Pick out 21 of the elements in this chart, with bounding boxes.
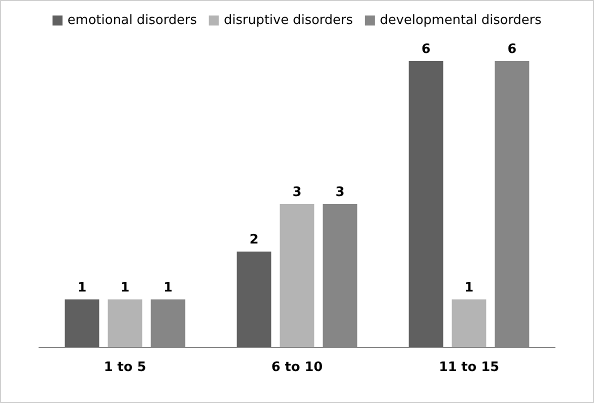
data-label: 3: [335, 185, 345, 200]
x-tick-label: 6 to 10: [271, 360, 323, 375]
data-label: 2: [249, 232, 259, 248]
data-label: 3: [292, 185, 302, 200]
bar: [452, 299, 486, 347]
bar: [64, 299, 100, 347]
bar: [280, 204, 314, 347]
data-label: 1: [163, 280, 173, 296]
bar: [108, 299, 142, 347]
data-label: 1: [120, 280, 130, 296]
data-label: 6: [507, 42, 517, 57]
legend-label: disruptive disorders: [224, 13, 354, 28]
x-tick-label: 11 to 15: [438, 360, 500, 375]
x-tick-label: 1 to 5: [104, 360, 146, 375]
legend-label: emotional disorders: [68, 13, 198, 28]
legend-label: developmental disorders: [380, 13, 542, 28]
data-label: 1: [464, 280, 474, 296]
data-label: 1: [77, 280, 87, 296]
data-label: 6: [421, 42, 431, 57]
bar: [408, 61, 444, 347]
bar: [236, 252, 272, 347]
